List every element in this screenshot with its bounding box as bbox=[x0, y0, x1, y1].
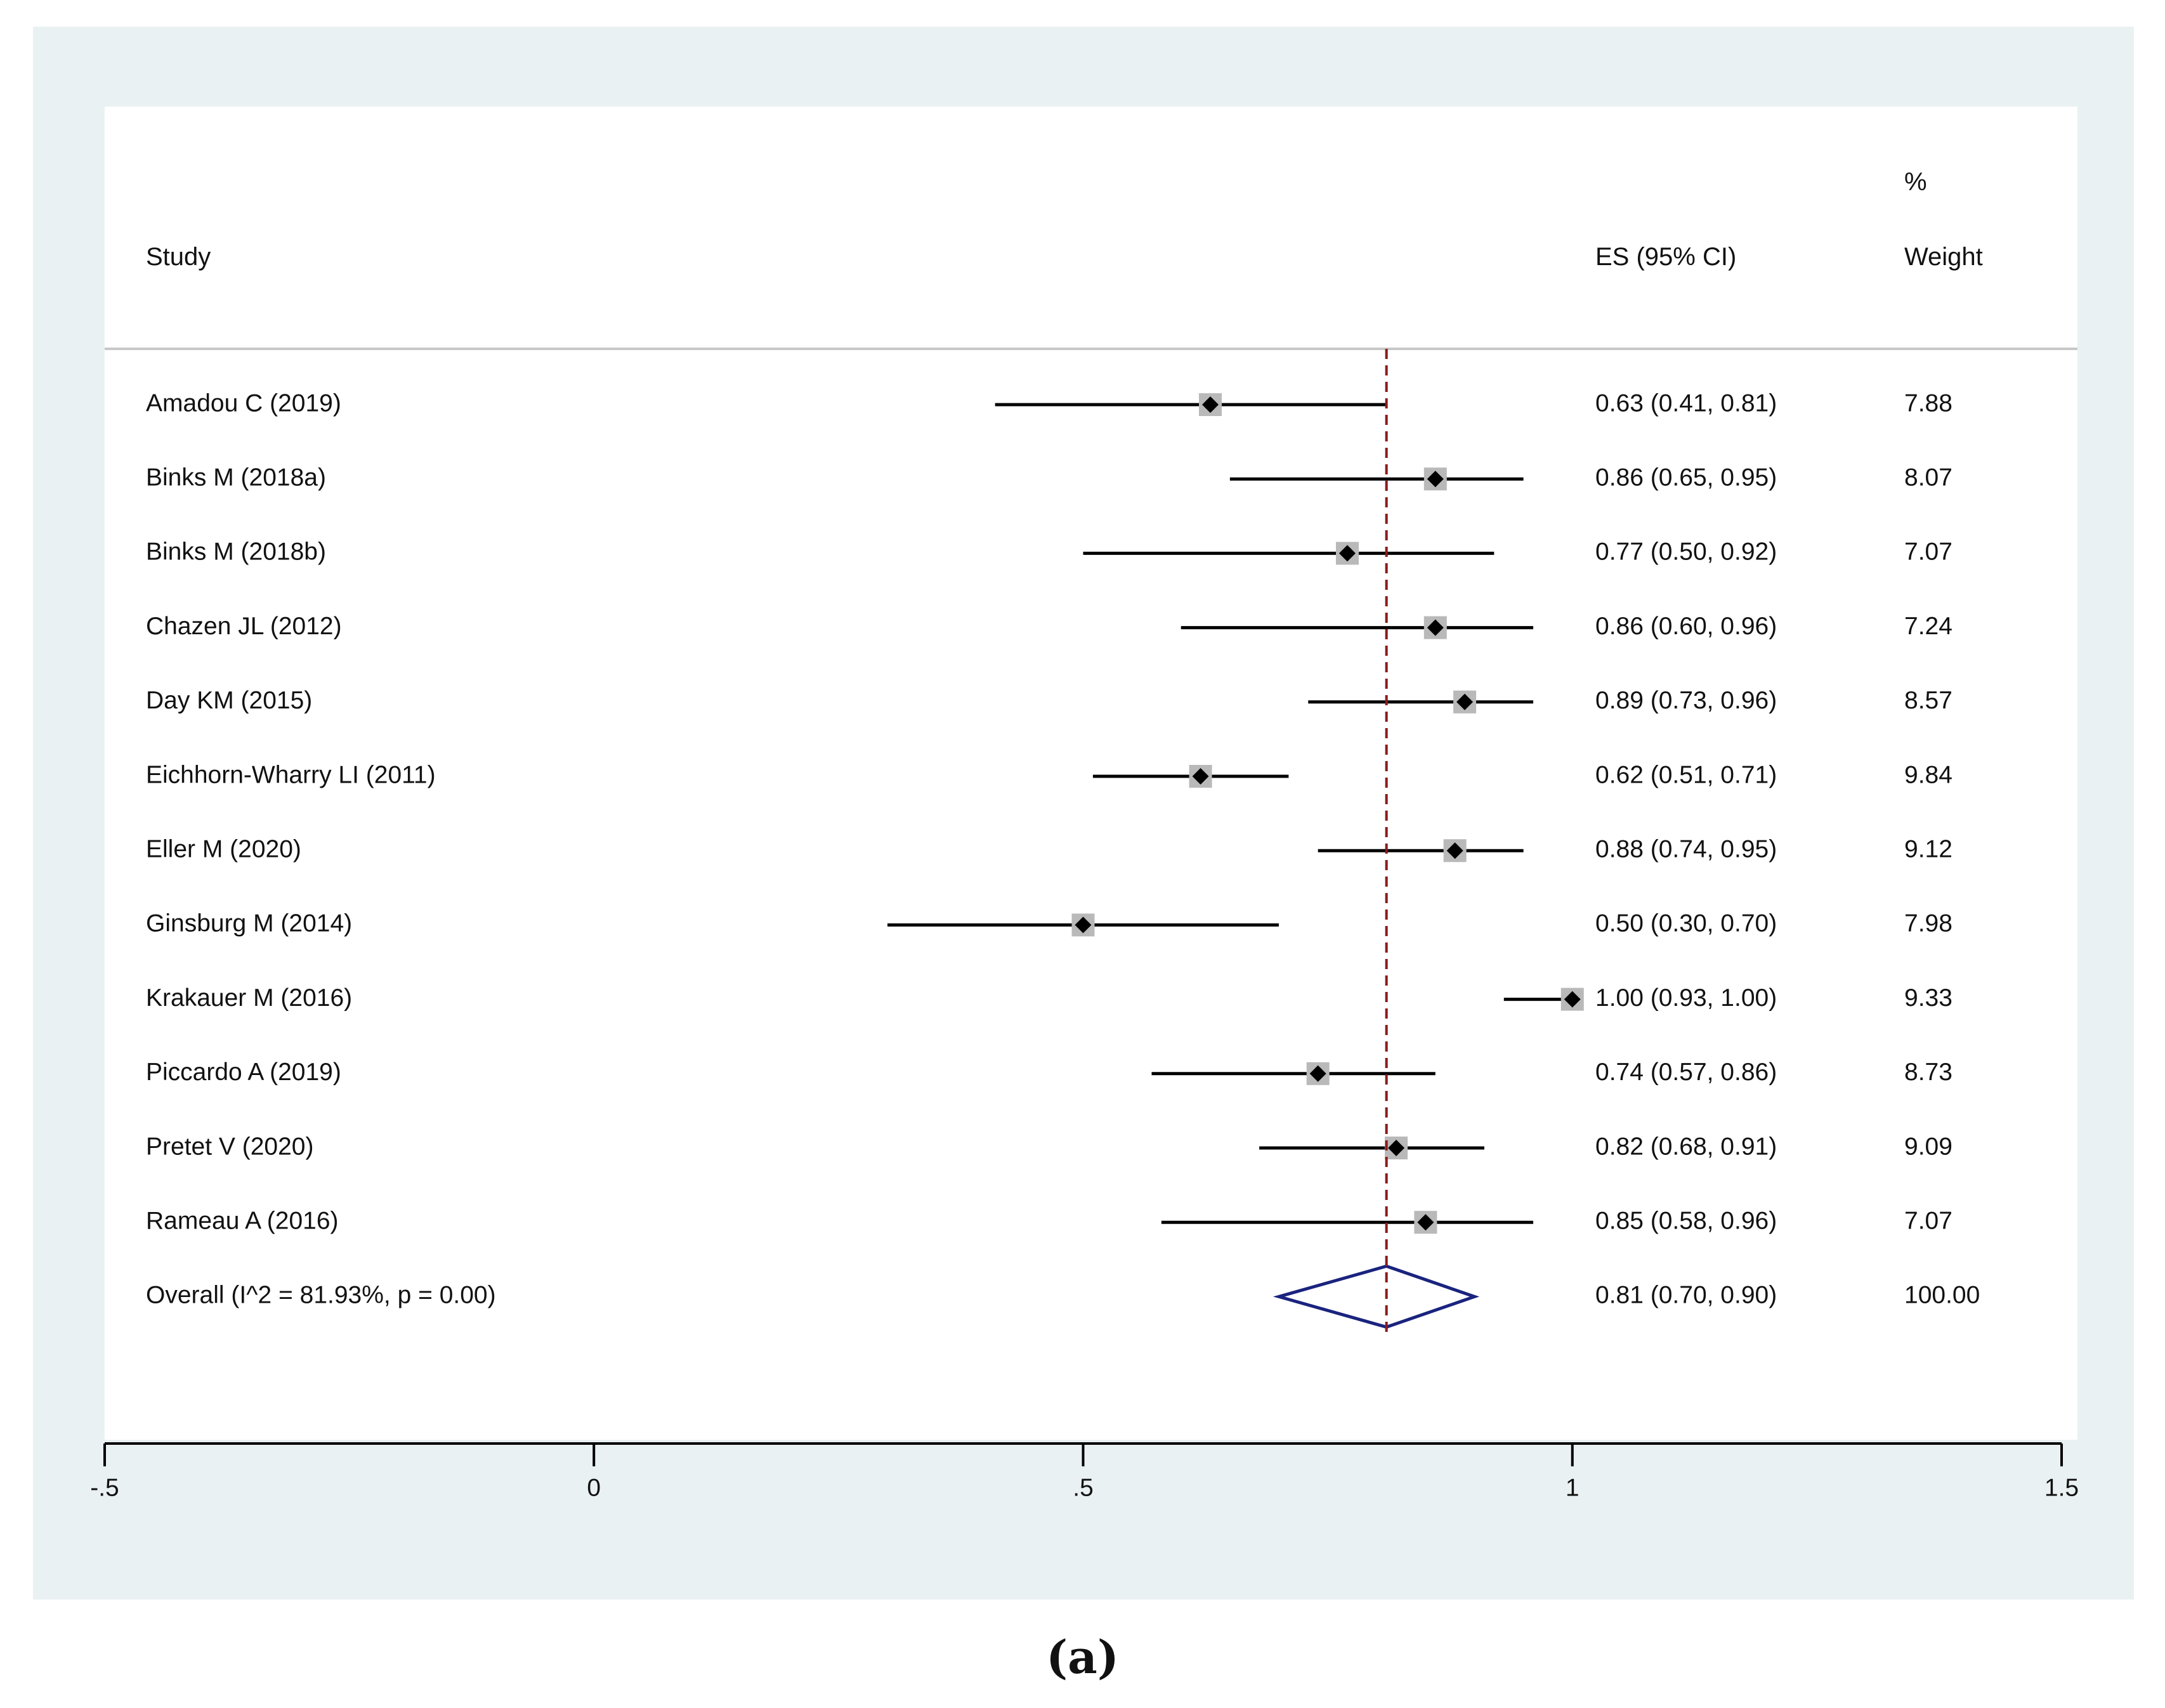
weight-value: 7.98 bbox=[1904, 910, 1952, 937]
es-ci-value: 1.00 (0.93, 1.00) bbox=[1595, 984, 1777, 1012]
header-es: ES (95% CI) bbox=[1595, 243, 1737, 271]
point-estimate bbox=[1427, 471, 1444, 488]
study-label: Binks M (2018a) bbox=[146, 464, 326, 491]
point-estimate bbox=[1564, 991, 1581, 1008]
header-study: Study bbox=[146, 243, 211, 271]
point-estimate bbox=[1192, 768, 1209, 785]
es-ci-value: 0.86 (0.60, 0.96) bbox=[1595, 613, 1777, 640]
es-ci-value: 0.74 (0.57, 0.86) bbox=[1595, 1059, 1777, 1086]
study-label: Chazen JL (2012) bbox=[146, 613, 342, 640]
point-estimate bbox=[1075, 916, 1092, 934]
study-label: Rameau A (2016) bbox=[146, 1207, 339, 1234]
x-tick-label: .5 bbox=[1073, 1474, 1094, 1501]
es-ci-value: 0.62 (0.51, 0.71) bbox=[1595, 761, 1777, 788]
weight-value: 9.12 bbox=[1904, 835, 1952, 863]
study-label: Pretet V (2020) bbox=[146, 1133, 313, 1160]
weight-value: 9.84 bbox=[1904, 761, 1952, 788]
point-estimate bbox=[1338, 545, 1356, 562]
point-estimate bbox=[1446, 842, 1463, 859]
overall-diamond bbox=[1272, 1264, 1480, 1329]
header-percent: % bbox=[1904, 168, 1927, 196]
study-label: Amadou C (2019) bbox=[146, 389, 341, 417]
study-label: Eichhorn-Wharry LI (2011) bbox=[146, 761, 436, 788]
figure-caption: (a) bbox=[1046, 1630, 1119, 1684]
x-tick-label: 1 bbox=[1566, 1474, 1580, 1501]
study-label: Day KM (2015) bbox=[146, 687, 312, 714]
weight-value: 8.07 bbox=[1904, 464, 1952, 491]
study-label: Krakauer M (2016) bbox=[146, 984, 352, 1012]
weight-value: 9.09 bbox=[1904, 1133, 1952, 1160]
x-tick-label: 1.5 bbox=[2044, 1474, 2079, 1501]
es-ci-value: 0.85 (0.58, 0.96) bbox=[1595, 1207, 1777, 1234]
point-estimate bbox=[1427, 619, 1444, 636]
study-label: Eller M (2020) bbox=[146, 835, 301, 863]
weight-value: 7.07 bbox=[1904, 1207, 1952, 1234]
weight-value: 9.33 bbox=[1904, 984, 1952, 1012]
overall-weight-value: 100.00 bbox=[1904, 1282, 1980, 1309]
weight-value: 8.57 bbox=[1904, 687, 1952, 714]
x-tick-label: 0 bbox=[587, 1474, 601, 1501]
weight-value: 7.24 bbox=[1904, 613, 1952, 640]
study-label: Piccardo A (2019) bbox=[146, 1059, 341, 1086]
point-estimate bbox=[1202, 396, 1219, 413]
es-ci-value: 0.50 (0.30, 0.70) bbox=[1595, 910, 1777, 937]
es-ci-value: 0.88 (0.74, 0.95) bbox=[1595, 835, 1777, 863]
es-ci-value: 0.86 (0.65, 0.95) bbox=[1595, 464, 1777, 491]
point-estimate bbox=[1456, 693, 1474, 710]
header-weight: Weight bbox=[1904, 243, 1983, 271]
point-estimate bbox=[1388, 1140, 1405, 1156]
plot-area bbox=[105, 107, 2077, 1440]
study-label: Binks M (2018b) bbox=[146, 538, 326, 566]
overall-es-ci-value: 0.81 (0.70, 0.90) bbox=[1595, 1282, 1777, 1309]
weight-value: 8.73 bbox=[1904, 1059, 1952, 1086]
point-estimate bbox=[1309, 1065, 1326, 1082]
study-label: Ginsburg M (2014) bbox=[146, 910, 352, 937]
overall-label: Overall (I^2 = 81.93%, p = 0.00) bbox=[146, 1282, 496, 1309]
es-ci-value: 0.77 (0.50, 0.92) bbox=[1595, 538, 1777, 566]
es-ci-value: 0.82 (0.68, 0.91) bbox=[1595, 1133, 1777, 1160]
x-tick-label: -.5 bbox=[90, 1474, 119, 1501]
weight-value: 7.07 bbox=[1904, 538, 1952, 566]
es-ci-value: 0.89 (0.73, 0.96) bbox=[1595, 687, 1777, 714]
point-estimate bbox=[1417, 1214, 1434, 1231]
es-ci-value: 0.63 (0.41, 0.81) bbox=[1595, 389, 1777, 417]
weight-value: 7.88 bbox=[1904, 389, 1952, 417]
